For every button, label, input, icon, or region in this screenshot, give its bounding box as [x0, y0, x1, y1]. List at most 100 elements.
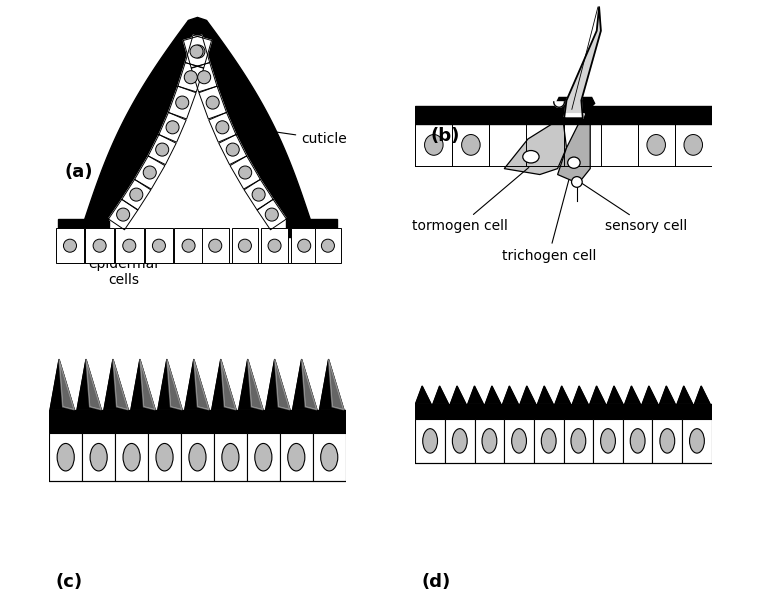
Ellipse shape	[660, 429, 675, 453]
Ellipse shape	[90, 444, 107, 471]
Polygon shape	[451, 386, 466, 404]
Polygon shape	[314, 228, 341, 263]
Text: trichogen cell: trichogen cell	[501, 180, 596, 263]
Polygon shape	[682, 419, 712, 463]
Polygon shape	[261, 228, 288, 263]
Polygon shape	[50, 359, 75, 410]
Circle shape	[143, 166, 156, 179]
Polygon shape	[140, 359, 155, 410]
Polygon shape	[178, 62, 204, 92]
Polygon shape	[185, 35, 212, 68]
Ellipse shape	[452, 429, 467, 453]
Ellipse shape	[425, 134, 443, 155]
Polygon shape	[564, 7, 601, 118]
Ellipse shape	[189, 444, 206, 471]
Polygon shape	[49, 433, 82, 481]
Polygon shape	[675, 124, 712, 166]
Circle shape	[266, 208, 279, 221]
Polygon shape	[194, 359, 209, 410]
Polygon shape	[534, 419, 564, 463]
Circle shape	[93, 239, 106, 252]
Polygon shape	[218, 134, 247, 164]
Polygon shape	[555, 386, 571, 404]
Circle shape	[176, 96, 189, 109]
Ellipse shape	[222, 444, 239, 471]
Polygon shape	[593, 419, 622, 463]
Ellipse shape	[571, 429, 586, 453]
Circle shape	[123, 239, 135, 252]
Circle shape	[239, 166, 252, 179]
Circle shape	[572, 177, 582, 188]
Ellipse shape	[647, 134, 665, 155]
Circle shape	[184, 71, 197, 84]
Ellipse shape	[630, 429, 645, 453]
Polygon shape	[145, 228, 174, 263]
Polygon shape	[82, 433, 115, 481]
Polygon shape	[293, 359, 317, 410]
Polygon shape	[452, 124, 489, 166]
Polygon shape	[558, 124, 591, 183]
Polygon shape	[185, 359, 209, 410]
Circle shape	[198, 71, 211, 84]
Polygon shape	[416, 106, 712, 124]
Ellipse shape	[568, 157, 580, 168]
Polygon shape	[625, 386, 640, 404]
Circle shape	[226, 143, 239, 156]
Text: epidermal
cells: epidermal cells	[88, 246, 158, 287]
Polygon shape	[416, 124, 452, 166]
Circle shape	[238, 239, 251, 252]
Polygon shape	[135, 156, 165, 189]
Polygon shape	[77, 359, 101, 410]
Circle shape	[209, 239, 221, 252]
Circle shape	[216, 121, 229, 134]
Polygon shape	[320, 359, 344, 410]
Polygon shape	[329, 359, 344, 410]
Polygon shape	[148, 134, 176, 164]
Polygon shape	[564, 419, 593, 463]
Polygon shape	[59, 359, 75, 410]
Polygon shape	[554, 102, 565, 108]
Ellipse shape	[156, 444, 173, 471]
Ellipse shape	[511, 429, 527, 453]
Polygon shape	[257, 199, 286, 230]
Polygon shape	[313, 433, 345, 481]
Polygon shape	[85, 228, 114, 263]
Ellipse shape	[600, 429, 616, 453]
Ellipse shape	[684, 134, 702, 155]
Polygon shape	[56, 228, 84, 263]
Polygon shape	[638, 124, 675, 166]
Polygon shape	[505, 419, 534, 463]
Polygon shape	[202, 228, 228, 263]
Text: (d): (d)	[422, 573, 451, 591]
Polygon shape	[115, 228, 144, 263]
Polygon shape	[84, 20, 193, 219]
Polygon shape	[247, 433, 280, 481]
Text: (a): (a)	[64, 163, 93, 181]
Polygon shape	[572, 386, 588, 404]
Polygon shape	[248, 359, 263, 410]
Polygon shape	[113, 359, 129, 410]
Text: (c): (c)	[55, 573, 82, 591]
Text: cuticle: cuticle	[266, 131, 347, 146]
Polygon shape	[174, 228, 202, 263]
Circle shape	[190, 45, 203, 58]
Polygon shape	[49, 410, 345, 433]
Polygon shape	[275, 359, 290, 410]
Ellipse shape	[689, 429, 705, 453]
Polygon shape	[209, 112, 236, 142]
Polygon shape	[607, 386, 622, 404]
Text: sensory cell: sensory cell	[582, 183, 688, 233]
Polygon shape	[183, 35, 210, 68]
Polygon shape	[445, 419, 475, 463]
Polygon shape	[521, 386, 536, 404]
Ellipse shape	[255, 444, 272, 471]
Polygon shape	[301, 359, 317, 410]
Polygon shape	[168, 86, 196, 119]
Ellipse shape	[462, 134, 480, 155]
Polygon shape	[202, 20, 310, 219]
Text: (b): (b)	[430, 127, 460, 145]
Polygon shape	[486, 386, 501, 404]
Circle shape	[130, 188, 143, 201]
Polygon shape	[104, 359, 129, 410]
Ellipse shape	[320, 444, 338, 471]
